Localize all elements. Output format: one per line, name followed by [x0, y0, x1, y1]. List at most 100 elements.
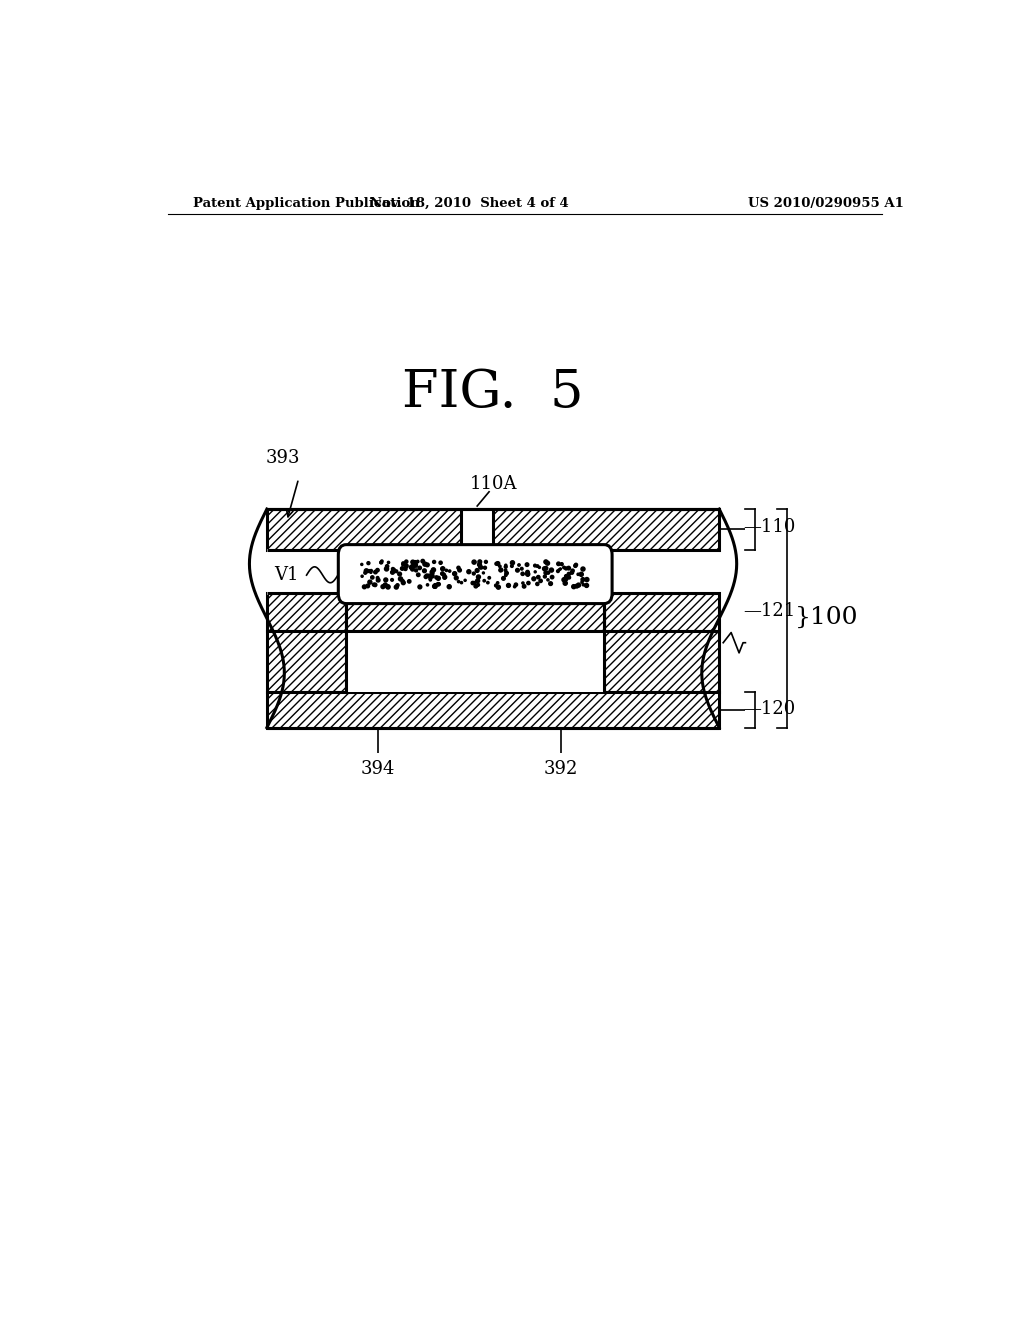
Point — [441, 576, 458, 597]
Point — [507, 576, 523, 597]
Point — [501, 576, 517, 597]
Point — [424, 562, 440, 583]
Point — [564, 562, 581, 583]
Point — [394, 570, 411, 591]
Point — [378, 569, 394, 590]
Bar — [267, 692, 719, 727]
Bar — [461, 510, 494, 549]
Point — [392, 569, 409, 590]
Point — [499, 562, 515, 583]
Point — [490, 577, 507, 598]
Point — [519, 565, 536, 586]
Point — [436, 568, 453, 589]
Point — [532, 570, 549, 591]
Point — [520, 573, 537, 594]
Point — [466, 562, 482, 583]
Point — [430, 568, 446, 589]
Point — [461, 561, 477, 582]
Point — [377, 574, 393, 595]
Point — [434, 564, 451, 585]
Text: FIG.  5: FIG. 5 — [402, 367, 584, 417]
Point — [567, 556, 584, 577]
Point — [410, 550, 426, 572]
Point — [487, 576, 504, 597]
Point — [529, 556, 546, 577]
Point — [514, 564, 530, 585]
Point — [418, 566, 434, 587]
Point — [412, 557, 428, 578]
Point — [434, 558, 451, 579]
Point — [427, 574, 443, 595]
Point — [454, 572, 470, 593]
Point — [408, 554, 424, 576]
Point — [475, 562, 492, 583]
Point — [407, 552, 423, 573]
Point — [508, 574, 524, 595]
Point — [543, 573, 559, 594]
Point — [373, 552, 389, 573]
Point — [504, 556, 520, 577]
Text: —110: —110 — [743, 519, 796, 536]
Point — [493, 560, 509, 581]
Point — [560, 557, 577, 578]
Point — [557, 569, 573, 590]
Point — [395, 553, 412, 574]
Point — [366, 574, 382, 595]
Point — [575, 574, 592, 595]
Point — [426, 552, 442, 573]
Point — [361, 572, 378, 593]
Bar — [267, 549, 719, 595]
Point — [544, 560, 560, 581]
Point — [404, 556, 421, 577]
Point — [473, 557, 489, 578]
Point — [519, 561, 536, 582]
Point — [401, 570, 418, 591]
Point — [550, 561, 566, 582]
Point — [477, 557, 494, 578]
Point — [498, 565, 514, 586]
Point — [529, 573, 546, 594]
Point — [426, 576, 442, 597]
Point — [375, 576, 391, 597]
Point — [365, 566, 381, 587]
Point — [570, 564, 587, 585]
Point — [489, 573, 506, 594]
Text: }100: }100 — [795, 606, 858, 630]
Point — [558, 565, 574, 586]
Point — [416, 560, 432, 581]
Point — [469, 560, 485, 581]
Point — [420, 574, 436, 595]
Point — [398, 556, 415, 577]
Point — [481, 568, 498, 589]
Point — [385, 558, 401, 579]
Point — [374, 550, 390, 572]
Text: —121: —121 — [743, 602, 796, 619]
Point — [573, 572, 590, 593]
Bar — [604, 594, 719, 631]
Point — [359, 576, 376, 597]
Point — [568, 576, 585, 597]
Point — [498, 554, 514, 576]
Point — [551, 560, 567, 581]
Point — [362, 562, 379, 583]
Point — [425, 560, 441, 581]
Point — [362, 560, 379, 581]
Point — [379, 556, 395, 577]
Point — [436, 566, 453, 587]
Point — [432, 552, 449, 573]
Point — [554, 553, 570, 574]
Point — [373, 552, 389, 573]
Point — [479, 572, 496, 593]
Point — [476, 570, 493, 591]
Point — [496, 568, 512, 589]
Point — [530, 566, 547, 587]
Point — [527, 561, 544, 582]
Point — [558, 566, 574, 587]
Bar — [346, 631, 604, 692]
Point — [489, 553, 506, 574]
Point — [519, 564, 536, 585]
Point — [519, 554, 536, 576]
Point — [472, 552, 488, 573]
Point — [388, 561, 404, 582]
Bar — [604, 631, 719, 692]
